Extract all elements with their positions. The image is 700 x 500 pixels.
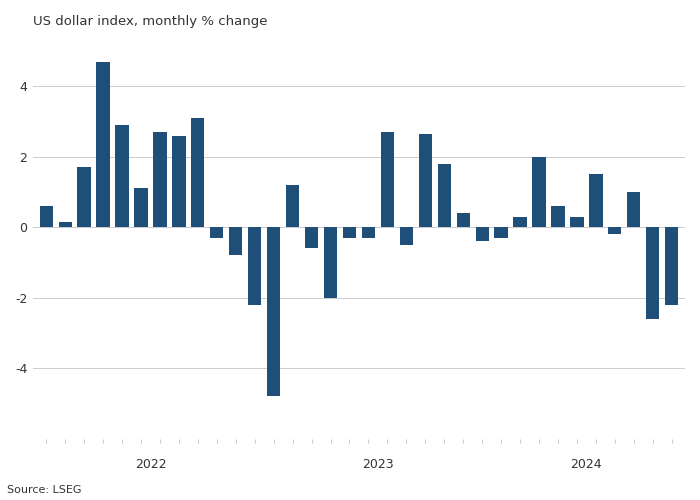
- Bar: [343, 227, 356, 237]
- Text: 2023: 2023: [362, 458, 393, 471]
- Bar: [116, 125, 129, 227]
- Text: Source: LSEG: Source: LSEG: [7, 485, 81, 495]
- Bar: [229, 227, 242, 256]
- Bar: [552, 206, 565, 227]
- Bar: [627, 192, 640, 227]
- Bar: [381, 132, 394, 227]
- Bar: [59, 222, 72, 227]
- Bar: [286, 185, 300, 227]
- Bar: [172, 136, 186, 227]
- Bar: [419, 134, 432, 227]
- Bar: [191, 118, 204, 227]
- Bar: [456, 213, 470, 227]
- Text: US dollar index, monthly % change: US dollar index, monthly % change: [33, 15, 267, 28]
- Bar: [400, 227, 413, 245]
- Bar: [589, 174, 603, 227]
- Bar: [494, 227, 508, 237]
- Bar: [570, 216, 584, 227]
- Bar: [533, 156, 546, 227]
- Bar: [248, 227, 261, 304]
- Bar: [475, 227, 489, 241]
- Text: 2022: 2022: [134, 458, 167, 471]
- Bar: [267, 227, 280, 396]
- Bar: [324, 227, 337, 298]
- Bar: [153, 132, 167, 227]
- Bar: [134, 188, 148, 227]
- Bar: [514, 216, 526, 227]
- Bar: [210, 227, 223, 237]
- Bar: [438, 164, 451, 227]
- Bar: [362, 227, 375, 237]
- Bar: [305, 227, 318, 248]
- Bar: [665, 227, 678, 304]
- Bar: [40, 206, 52, 227]
- Text: 2024: 2024: [570, 458, 602, 471]
- Bar: [608, 227, 622, 234]
- Bar: [646, 227, 659, 319]
- Bar: [97, 62, 110, 227]
- Bar: [78, 167, 91, 227]
